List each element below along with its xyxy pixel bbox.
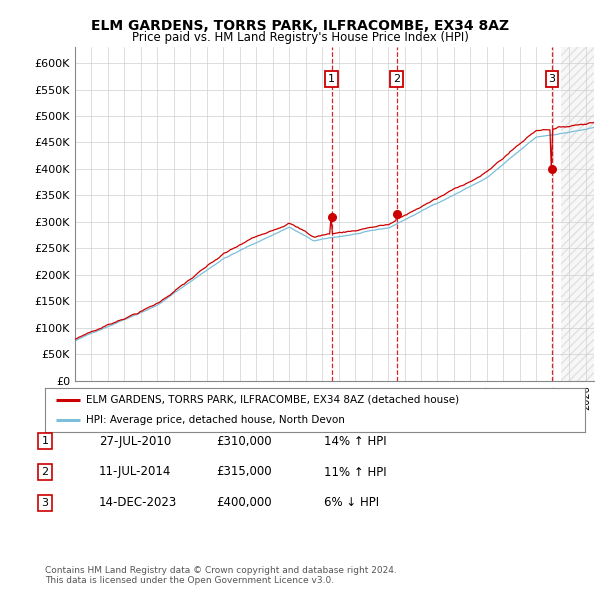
Text: 1: 1 [328, 74, 335, 84]
Text: ELM GARDENS, TORRS PARK, ILFRACOMBE, EX34 8AZ (detached house): ELM GARDENS, TORRS PARK, ILFRACOMBE, EX3… [86, 395, 458, 405]
Text: 11-JUL-2014: 11-JUL-2014 [99, 466, 172, 478]
Text: ELM GARDENS, TORRS PARK, ILFRACOMBE, EX34 8AZ: ELM GARDENS, TORRS PARK, ILFRACOMBE, EX3… [91, 19, 509, 34]
Text: 6% ↓ HPI: 6% ↓ HPI [324, 496, 379, 509]
Text: Price paid vs. HM Land Registry's House Price Index (HPI): Price paid vs. HM Land Registry's House … [131, 31, 469, 44]
Text: HPI: Average price, detached house, North Devon: HPI: Average price, detached house, Nort… [86, 415, 344, 425]
Text: £400,000: £400,000 [216, 496, 272, 509]
Text: 1: 1 [41, 437, 49, 446]
Text: 14-DEC-2023: 14-DEC-2023 [99, 496, 177, 509]
Text: £310,000: £310,000 [216, 435, 272, 448]
Text: 2: 2 [393, 74, 400, 84]
Text: Contains HM Land Registry data © Crown copyright and database right 2024.
This d: Contains HM Land Registry data © Crown c… [45, 566, 397, 585]
Text: 11% ↑ HPI: 11% ↑ HPI [324, 466, 386, 478]
Text: £315,000: £315,000 [216, 466, 272, 478]
Text: 14% ↑ HPI: 14% ↑ HPI [324, 435, 386, 448]
Text: 3: 3 [41, 498, 49, 507]
Text: 2: 2 [41, 467, 49, 477]
Text: 3: 3 [548, 74, 556, 84]
Text: 27-JUL-2010: 27-JUL-2010 [99, 435, 171, 448]
